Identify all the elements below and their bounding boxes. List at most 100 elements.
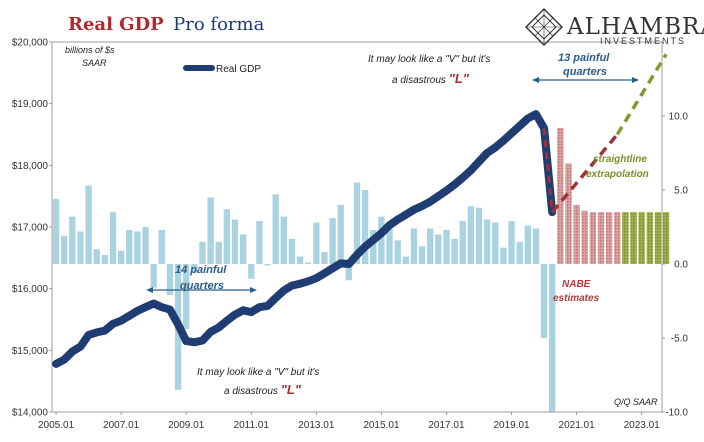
growth-bar bbox=[150, 264, 157, 288]
right-tick-label: -10.0 bbox=[665, 408, 688, 419]
chart-title: Real GDP Pro forma bbox=[68, 14, 265, 35]
growth-bar bbox=[223, 209, 231, 264]
v-or-l-top-line1: It may look like a "V" but it's bbox=[368, 54, 490, 65]
title-part2: Pro forma bbox=[173, 14, 264, 35]
x-tick-label: 2023.01 bbox=[624, 420, 661, 431]
gdp-line-layer bbox=[52, 53, 668, 368]
x-tick-label: 2017.01 bbox=[428, 420, 465, 431]
nabe-bar bbox=[605, 212, 613, 264]
growth-bar bbox=[52, 198, 60, 264]
legend-label: Real GDP bbox=[216, 64, 261, 75]
growth-bar bbox=[69, 216, 76, 264]
growth-bar bbox=[85, 185, 92, 264]
growth-bar bbox=[109, 212, 117, 264]
growth-bar bbox=[199, 241, 206, 264]
growth-bar bbox=[353, 182, 361, 264]
growth-bar bbox=[61, 235, 68, 264]
growth-bar bbox=[386, 224, 393, 264]
growth-bar bbox=[345, 264, 353, 281]
growth-bar bbox=[166, 264, 174, 296]
growth-bars bbox=[52, 127, 670, 412]
nabe-bar bbox=[597, 212, 605, 264]
growth-bar bbox=[549, 264, 556, 412]
straightline-bar bbox=[654, 212, 662, 264]
painful-13-arrow bbox=[532, 77, 639, 83]
x-tick-label: 2007.01 bbox=[103, 420, 140, 431]
alhambra-logo: ALHAMBRA INVESTMENTS bbox=[525, 8, 704, 46]
diamond-lattice-icon bbox=[525, 8, 563, 46]
straightline-bar bbox=[622, 212, 629, 264]
painful-14-line1: 14 painful bbox=[175, 264, 227, 276]
x-tick-label: 2021.01 bbox=[559, 420, 596, 431]
growth-bar bbox=[532, 228, 540, 264]
straightline-line2: extrapolation bbox=[586, 169, 649, 180]
growth-bar bbox=[427, 228, 434, 264]
left-tick-label: $17,000 bbox=[12, 223, 49, 234]
growth-bar bbox=[410, 228, 418, 264]
growth-bar bbox=[231, 219, 239, 264]
right-tick-label: -5.0 bbox=[671, 334, 689, 345]
growth-bar bbox=[524, 225, 531, 264]
units-line1: billions of $s bbox=[65, 45, 115, 55]
nabe-bar bbox=[557, 127, 564, 264]
growth-bar bbox=[394, 240, 401, 264]
growth-bar bbox=[288, 238, 296, 264]
title-part1: Real GDP bbox=[68, 14, 164, 35]
growth-bar bbox=[134, 231, 141, 264]
growth-bar bbox=[492, 222, 499, 264]
growth-bar bbox=[361, 190, 369, 264]
growth-bar bbox=[256, 221, 263, 264]
growth-bar bbox=[183, 264, 190, 330]
growth-bar bbox=[402, 256, 409, 264]
growth-bar bbox=[158, 229, 165, 264]
x-tick-label: 2009.01 bbox=[168, 420, 205, 431]
growth-bar bbox=[483, 219, 491, 264]
v-or-l-bottom-line1: It may look like a "V" but it's bbox=[197, 367, 319, 378]
straightline-line1: straightline bbox=[593, 154, 647, 165]
gdp-line bbox=[52, 110, 557, 368]
nabe-bar bbox=[589, 212, 597, 264]
nabe-bar bbox=[581, 210, 588, 264]
growth-bar bbox=[191, 264, 198, 273]
left-tick-label: $19,000 bbox=[12, 99, 49, 110]
x-tick-label: 2013.01 bbox=[298, 420, 335, 431]
x-tick-label: 2019.01 bbox=[493, 420, 530, 431]
growth-bar bbox=[443, 229, 450, 264]
right-tick-label: 10.0 bbox=[669, 112, 689, 123]
growth-bar bbox=[459, 221, 466, 264]
straightline-bar bbox=[662, 212, 670, 264]
growth-bar bbox=[500, 247, 507, 264]
growth-bar bbox=[239, 234, 247, 264]
growth-bar bbox=[264, 264, 271, 266]
growth-bar bbox=[418, 246, 426, 264]
growth-bar bbox=[321, 252, 328, 264]
left-tick-label: $15,000 bbox=[12, 346, 49, 357]
growth-bar bbox=[329, 218, 336, 264]
growth-bar bbox=[540, 264, 548, 338]
growth-bar bbox=[305, 262, 312, 264]
growth-bar bbox=[272, 194, 279, 264]
straightline-bar bbox=[646, 212, 653, 264]
x-tick-label: 2011.01 bbox=[234, 420, 270, 431]
growth-bar bbox=[451, 238, 458, 264]
right-tick-label: 0.0 bbox=[674, 260, 688, 271]
left-tick-label: $18,000 bbox=[12, 161, 49, 172]
nabe-bar bbox=[614, 212, 621, 264]
left-tick-label: $20,000 bbox=[12, 38, 49, 49]
legend: Real GDP bbox=[183, 64, 261, 75]
growth-bar bbox=[378, 216, 385, 264]
x-tick-label: 2005.01 bbox=[38, 420, 75, 431]
v-or-l-bottom-L: "L" bbox=[281, 382, 302, 397]
logo-name: ALHAMBRA bbox=[566, 14, 704, 40]
growth-bar bbox=[508, 221, 515, 264]
nabe-bar bbox=[573, 204, 580, 264]
growth-bar bbox=[313, 222, 320, 264]
growth-bar bbox=[126, 229, 133, 264]
painful-14-arrow bbox=[146, 287, 257, 293]
growth-bar bbox=[516, 241, 523, 264]
left-tick-label: $14,000 bbox=[12, 408, 49, 419]
units-line2: SAAR bbox=[82, 58, 107, 68]
v-or-l-bottom-text: a disastrous bbox=[224, 386, 281, 397]
qq-saar-label: Q/Q SAAR bbox=[614, 397, 658, 407]
